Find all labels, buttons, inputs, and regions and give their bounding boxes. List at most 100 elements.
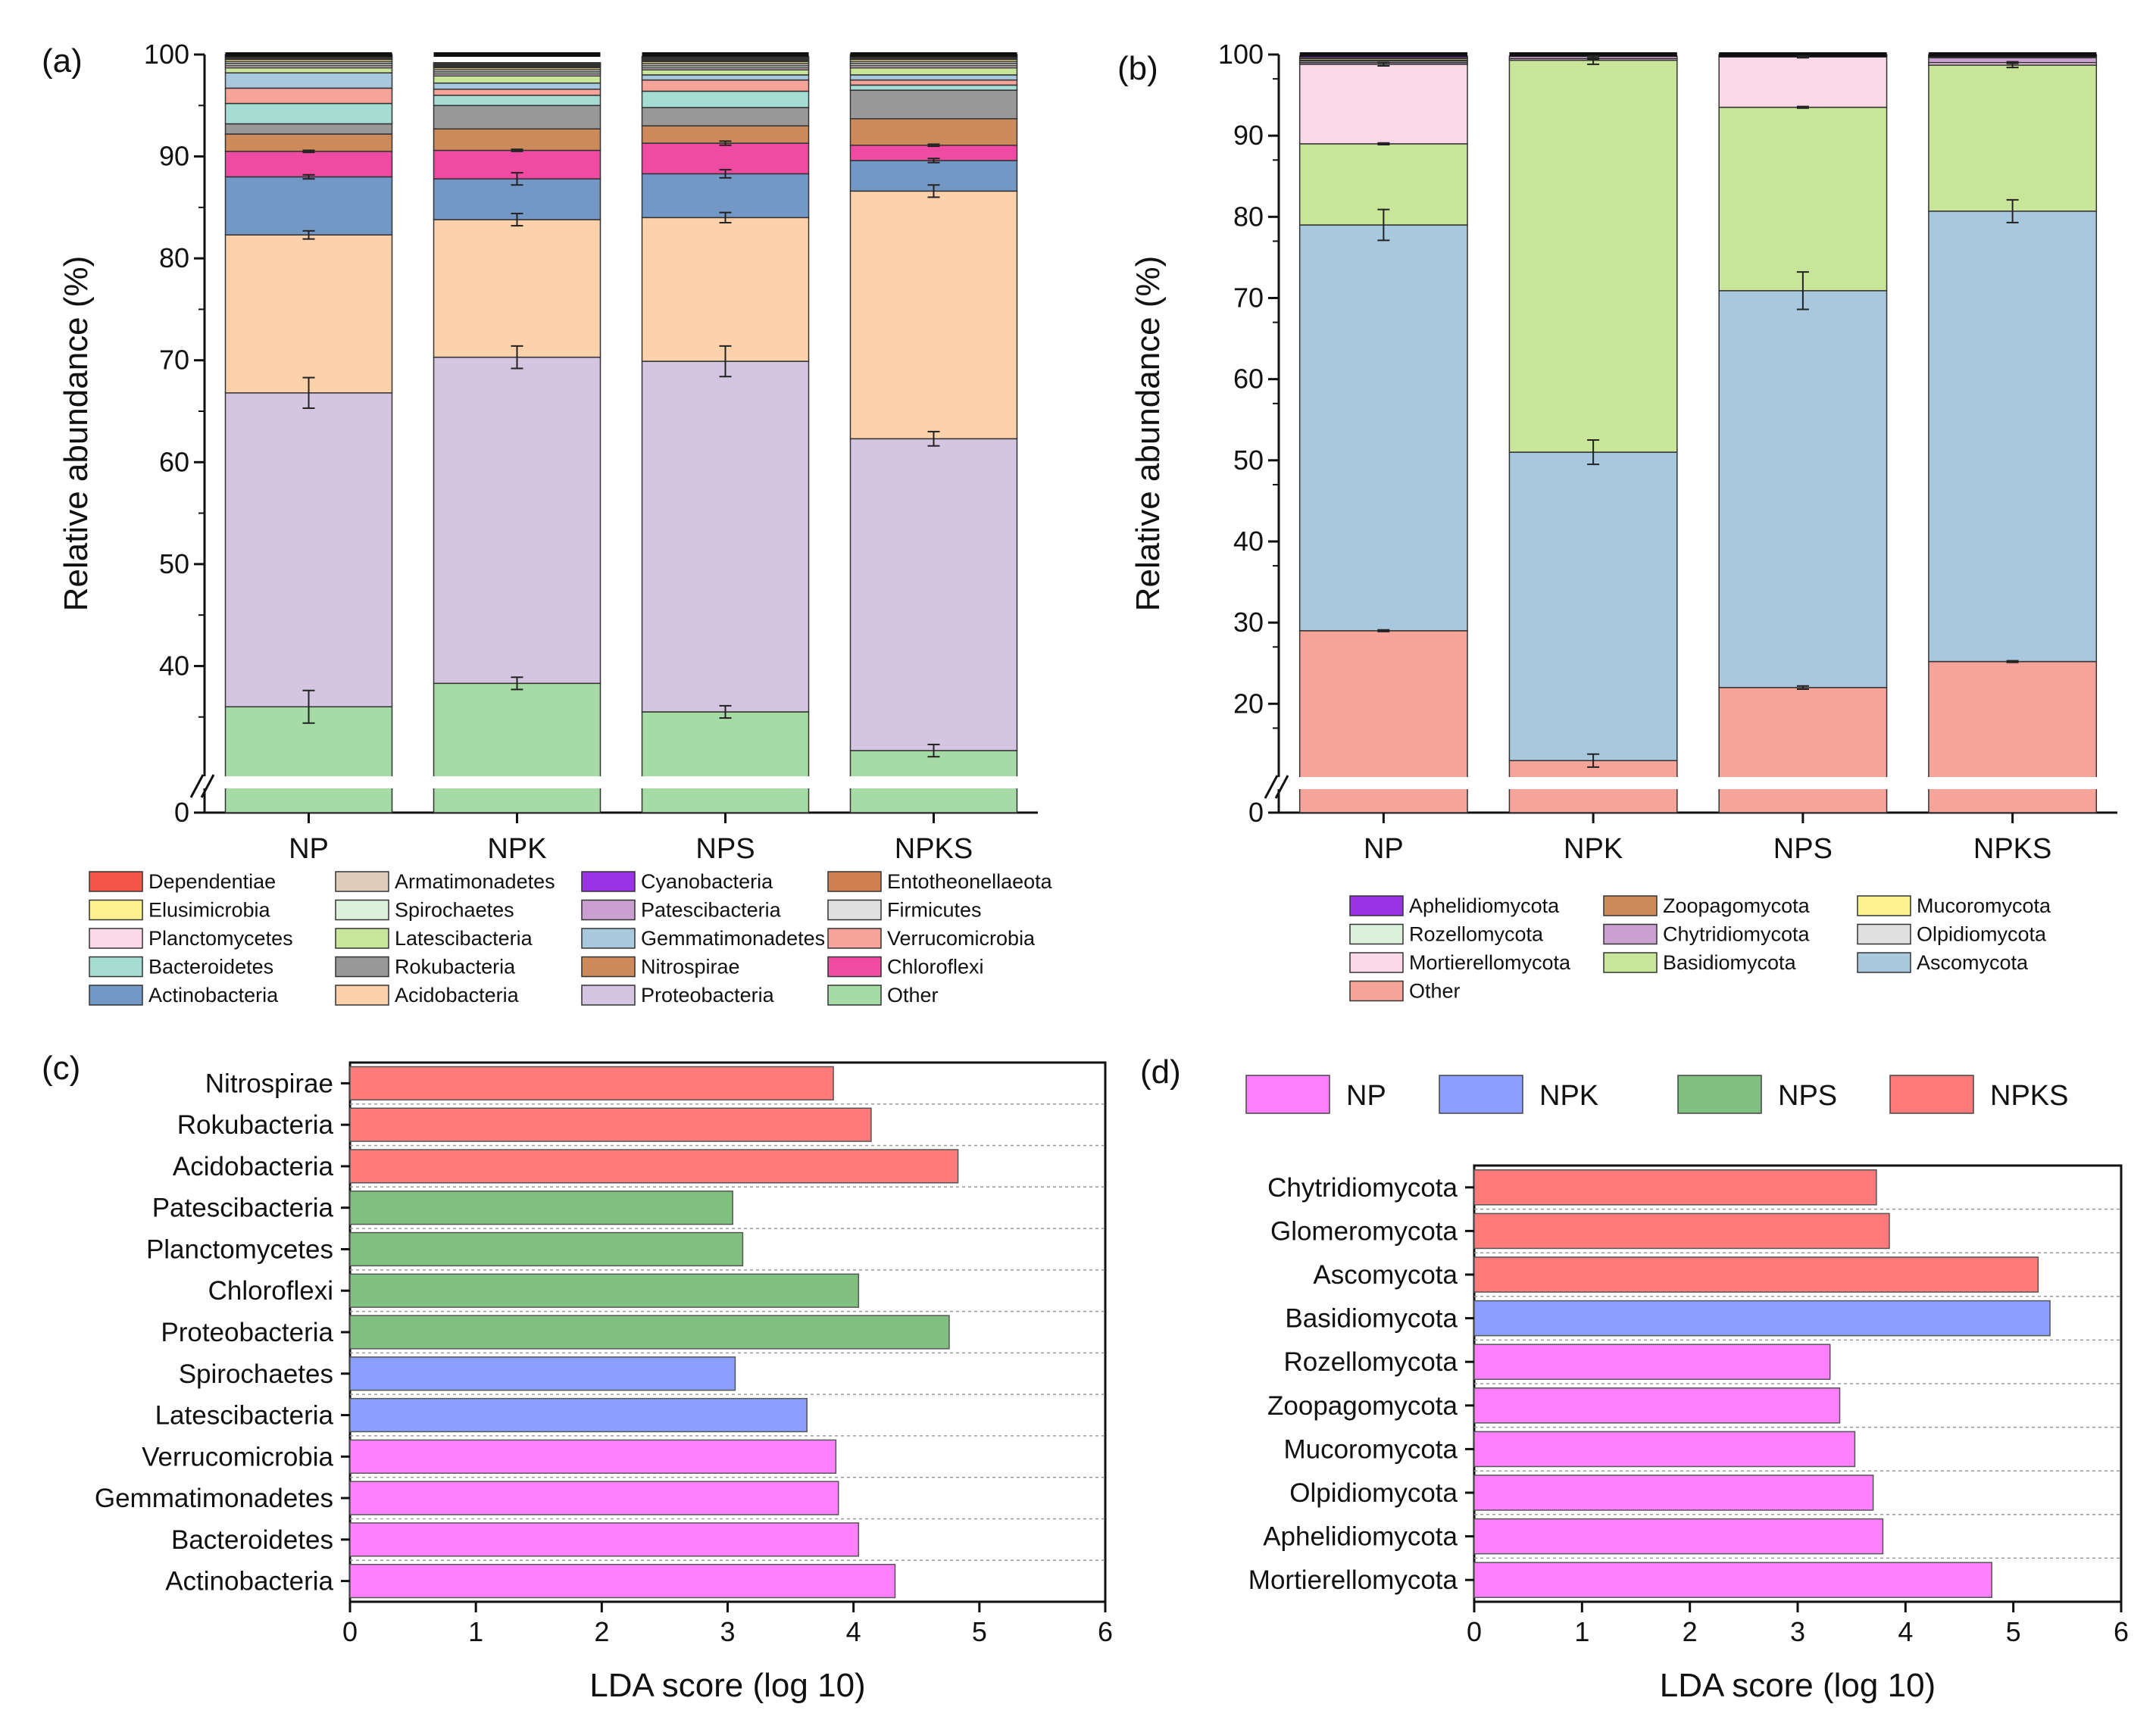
y-tick-label: 40 [159,650,189,681]
legend-swatch-proteobacteria [581,985,636,1006]
legend-swatch-npks [1889,1075,1974,1114]
legend-label-entotheonellaeota: Entotheonellaeota [887,870,1053,893]
axis-break-mark [189,774,205,798]
x-tick-label: 0 [1467,1616,1482,1647]
legend-label-other: Other [1409,980,1461,1003]
legend-swatch-mortierellomycota [1349,952,1404,973]
x-tick-label: 6 [1098,1616,1113,1647]
bar-segment-basidiomycota [1508,59,1678,453]
legend-swatch-rokubacteria [335,956,389,978]
bar-segment-proteobacteria [224,392,393,708]
lda-bar-planctomycetes [349,1231,744,1267]
y-tick-label: 100 [1218,39,1264,70]
y-tick-label: 30 [1233,607,1264,638]
legend-swatch-chytridiomycota [1603,923,1658,945]
bar-segment-nitrospirae [849,118,1018,146]
legend-label-aphelidiomycota: Aphelidiomycota [1409,894,1560,917]
taxon-label-bacteroidetes: Bacteroidetes [171,1525,333,1555]
taxon-label-mucoromycota: Mucoromycota [1283,1434,1458,1464]
legend-swatch-entotheonellaeota [827,871,882,892]
legend-label-actinobacteria: Actinobacteria [148,984,279,1007]
y-axis-label: Relative abundance (%) [1130,256,1167,612]
legend-swatch-latescibacteria [335,928,389,949]
lda-bar-chart-d: Chytridiomycota Glomeromycota Ascomycota Ba… [1245,1075,2129,1704]
lda-bar-gemmatimonadetes [349,1481,839,1515]
legend-swatch-firmicutes [827,899,882,921]
lda-bar-chart-c: Nitrospirae Rokubacteria Acidobacteria Pate… [95,1061,1113,1704]
x-tick-label: 5 [972,1616,987,1647]
legend-swatch-dependentiae [89,871,143,892]
legend-swatch-nitrospirae [581,956,636,978]
bar-segment-other [641,711,810,813]
taxon-label-actinobacteria: Actinobacteria [165,1567,333,1596]
lda-bar-ascomycota [1473,1256,2039,1293]
taxon-label-zoopagomycota: Zoopagomycota [1267,1391,1458,1421]
bar-segment-ascomycota [1298,224,1468,632]
x-tick-label: NPKS [895,833,973,865]
legend-swatch-acidobacteria [335,985,389,1006]
bar-segment-bacteroidetes [641,90,810,108]
legend-swatch-zoopagomycota [1603,895,1658,916]
taxon-label-gemmatimonadetes: Gemmatimonadetes [95,1484,333,1513]
y-tick-label: 0 [1248,797,1264,828]
bar-segment-actinobacteria [641,173,810,219]
legend-label-armatimonadetes: Armatimonadetes [395,870,555,893]
legend-label-np: NP [1346,1080,1386,1112]
x-tick-label: 1 [1574,1616,1589,1647]
taxon-label-ascomycota: Ascomycota [1313,1260,1458,1290]
legend-label-dependentiae: Dependentiae [148,870,276,893]
bar-segment-gemmatimonadetes [433,82,601,90]
y-tick-label: 40 [1233,526,1264,557]
x-tick-label: NPK [487,833,546,865]
bar-segment-verrucomicrobia [849,79,1018,86]
taxon-label-rozellomycota: Rozellomycota [1283,1347,1458,1377]
legend-swatch-armatimonadetes [335,871,389,892]
bar-segment-latescibacteria [849,67,1018,76]
taxon-label-mortierellomycota: Mortierellomycota [1248,1565,1458,1595]
legend-swatch-basidiomycota [1603,952,1658,973]
lda-bar-glomeromycota [1473,1212,1890,1250]
stacked-bar-chart-b: Relative abundance (%) 0 20 30 40 50 60 70 80 90 1… [1130,39,2125,1003]
legend-swatch-npk [1439,1075,1523,1114]
bar-top-cap [1928,52,2097,57]
bar-segment-bacteroidetes [849,84,1018,91]
lda-bar-basidiomycota [1473,1300,2051,1337]
bar-segment-basidiomycota [1928,64,2098,212]
y-tick-label: 50 [1233,445,1264,476]
bar-segment-proteobacteria [849,438,1018,751]
x-tick-label: NP [1364,833,1404,865]
axis-break-band [182,776,1045,788]
legend-swatch-actinobacteria [89,985,143,1006]
legend-swatch-cyanobacteria [581,871,636,892]
legend-label-gemmatimonadetes: Gemmatimonadetes [641,927,825,950]
legend-label-acidobacteria: Acidobacteria [395,984,520,1007]
y-tick-label: 80 [1233,201,1264,232]
legend-swatch-bacteroidetes [89,956,143,978]
legend-label-mortierellomycota: Mortierellomycota [1409,951,1571,974]
bar-segment-rokubacteria [224,123,393,135]
lda-bar-mortierellomycota [1473,1562,1992,1598]
bar-segment-ascomycota [1928,211,2098,663]
legend-label-cyanobacteria: Cyanobacteria [641,870,773,893]
lda-bar-rozellomycota [1473,1344,1831,1380]
y-tick-label: 0 [174,797,189,828]
bar-segment-acidobacteria [433,219,601,358]
bar-segment-other [433,682,601,813]
bar-segment-other [1718,687,1888,813]
legend-label-proteobacteria: Proteobacteria [641,984,775,1007]
x-tick-label: NP [289,833,329,865]
legend-swatch-aphelidiomycota [1349,895,1404,916]
taxon-label-latescibacteria: Latescibacteria [155,1401,334,1431]
x-tick-label: 3 [1790,1616,1805,1647]
bar-segment-latescibacteria [224,67,393,73]
legend-label-firmicutes: Firmicutes [887,899,982,922]
lda-bar-verrucomicrobia [349,1439,837,1474]
legend-label-elusimicrobia: Elusimicrobia [148,899,271,922]
taxon-label-nitrospirae: Nitrospirae [205,1069,333,1098]
panel-label-d: (d) [1140,1053,1181,1091]
panel-label-b: (b) [1117,50,1158,87]
legend-swatch-other [827,985,882,1006]
lda-bar-patescibacteria [349,1191,733,1225]
bar-segment-gemmatimonadetes [224,72,393,89]
